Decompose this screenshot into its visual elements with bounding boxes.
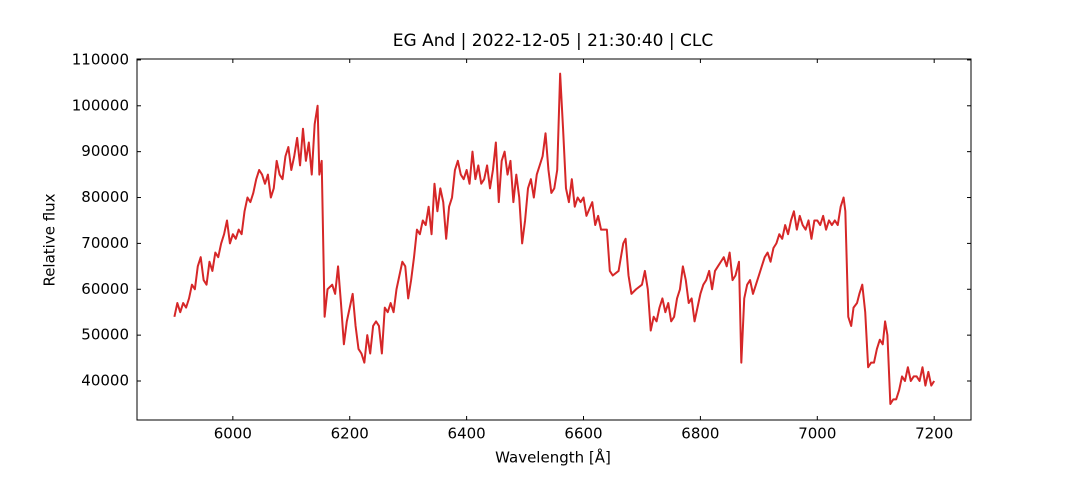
chart-title: EG And | 2022-12-05 | 21:30:40 | CLC bbox=[393, 31, 713, 51]
x-axis-label: Wavelength [Å] bbox=[495, 448, 611, 467]
x-tick-label: 6200 bbox=[331, 425, 369, 443]
y-tick-label: 80000 bbox=[81, 188, 129, 206]
y-tick-label: 100000 bbox=[72, 96, 129, 114]
y-tick-label: 110000 bbox=[72, 50, 129, 68]
y-tick-label: 50000 bbox=[81, 326, 129, 344]
y-tick-label: 40000 bbox=[81, 372, 129, 390]
x-tick-label: 7000 bbox=[798, 425, 836, 443]
y-tick-label: 90000 bbox=[81, 142, 129, 160]
x-tick-label: 6400 bbox=[448, 425, 486, 443]
y-tick-label: 60000 bbox=[81, 280, 129, 298]
spectrum-line bbox=[173, 72, 936, 405]
y-axis-label: Relative flux bbox=[41, 193, 59, 286]
plot-frame bbox=[136, 58, 972, 421]
x-tick-label: 6800 bbox=[681, 425, 719, 443]
x-tick-label: 6000 bbox=[214, 425, 252, 443]
x-tick-label: 6600 bbox=[564, 425, 602, 443]
x-tick-label: 7200 bbox=[915, 425, 953, 443]
y-tick-label: 70000 bbox=[81, 234, 129, 252]
